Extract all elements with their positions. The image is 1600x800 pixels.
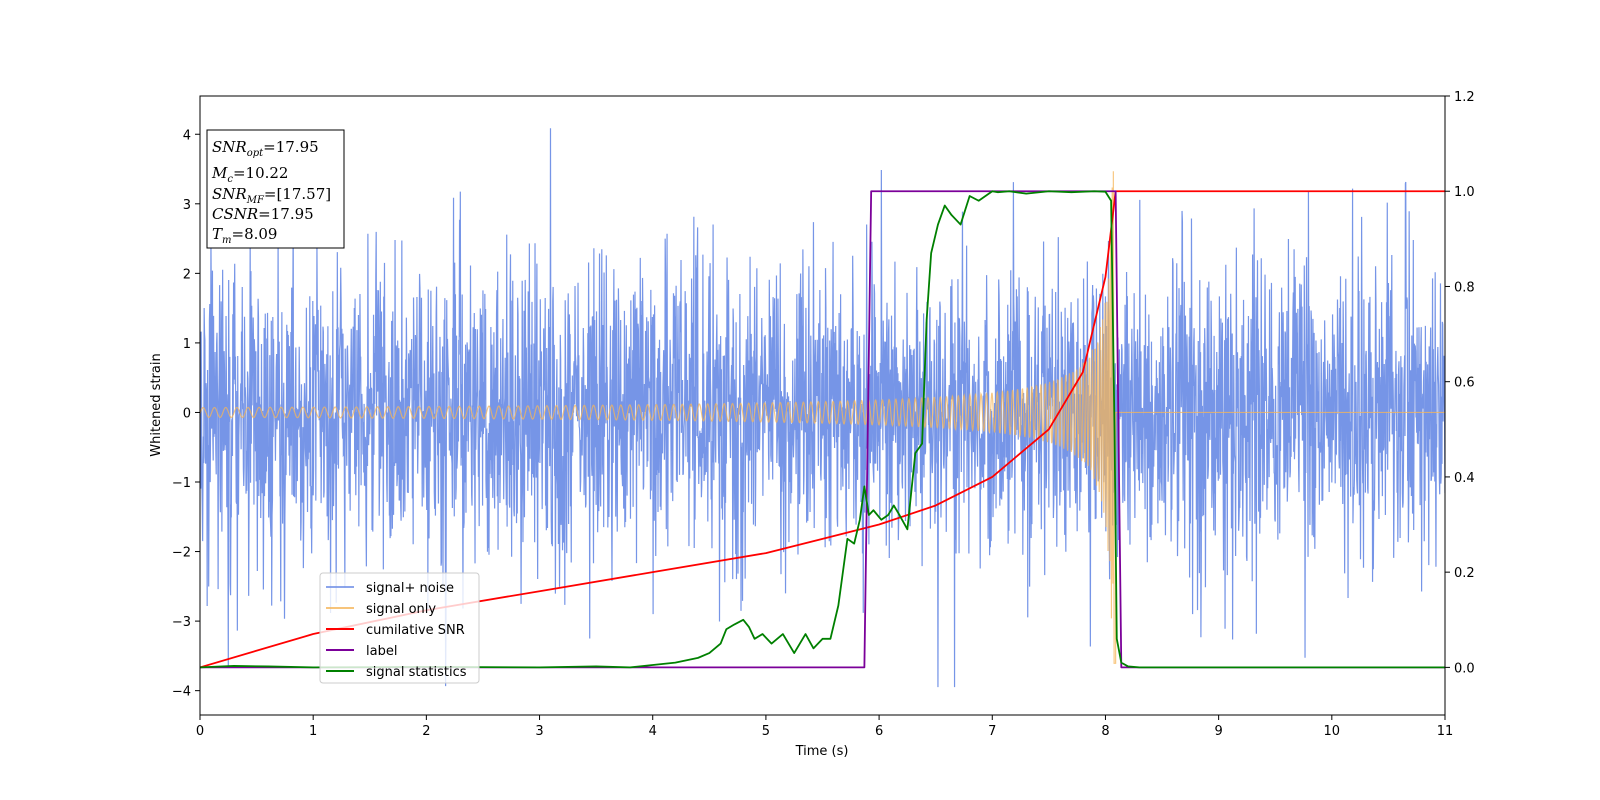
x-tick-label: 8 [1101, 724, 1109, 739]
y-axis-left: −4 −3 −2 −1 0 1 2 3 4 [172, 128, 200, 700]
legend: signal+ noise signal only cumilative SNR la… [319, 572, 480, 684]
x-axis: 0 1 2 3 4 5 6 7 8 9 10 11 [196, 715, 1453, 739]
x-tick-label: 4 [649, 724, 657, 739]
signal-noise-series [200, 128, 1445, 688]
y-left-tick-label: 3 [183, 198, 191, 213]
x-tick-label: 10 [1324, 724, 1341, 739]
y-axis-right: 0.0 0.2 0.4 0.6 0.8 1.0 1.2 [1445, 90, 1475, 676]
y-right-tick-label: 1.2 [1454, 90, 1475, 105]
y-left-tick-label: 4 [183, 128, 191, 143]
y-right-tick-label: 0.6 [1454, 376, 1475, 391]
x-tick-label: 5 [762, 724, 770, 739]
signal-only-series [200, 171, 1445, 664]
x-tick-label: 0 [196, 724, 204, 739]
y-left-tick-label: 1 [183, 337, 191, 352]
y-right-tick-label: 1.0 [1454, 185, 1475, 200]
y-left-tick-label: −3 [172, 615, 191, 630]
y-left-tick-label: 0 [183, 406, 191, 421]
y-right-tick-label: 0.8 [1454, 280, 1475, 295]
legend-label: signal statistics [366, 665, 467, 680]
plot-frame [199, 95, 1446, 716]
mc-text: Mc=10.22 [211, 164, 288, 185]
y-left-tick-label: −4 [172, 685, 191, 700]
x-tick-label: 6 [875, 724, 883, 739]
cumulative-snr-line [200, 190, 1445, 669]
y-axis-title: Whitened strain [149, 353, 164, 456]
legend-label: signal+ noise [366, 581, 454, 596]
plot-area [200, 128, 1445, 688]
x-tick-label: 11 [1437, 724, 1454, 739]
x-tick-label: 9 [1214, 724, 1222, 739]
x-tick-label: 7 [988, 724, 996, 739]
legend-box [319, 572, 480, 684]
y-right-tick-label: 0.4 [1454, 471, 1475, 486]
legend-label: signal only [366, 602, 436, 617]
y-left-tick-label: −1 [172, 476, 191, 491]
right-axis-series [200, 190, 1445, 669]
signal-only-line [200, 171, 1445, 664]
x-tick-label: 2 [422, 724, 430, 739]
x-tick-label: 3 [535, 724, 543, 739]
y-left-tick-label: −2 [172, 546, 191, 561]
signal-noise-line [200, 128, 1445, 688]
y-left-tick-label: 2 [183, 267, 191, 282]
x-axis-title: Time (s) [795, 744, 849, 759]
y-right-tick-label: 0.0 [1454, 661, 1475, 676]
snr-opt-text: SNRopt=17.95 [212, 138, 319, 159]
tm-text: Tm=8.09 [212, 225, 277, 246]
x-tick-label: 1 [309, 724, 317, 739]
legend-label: cumilative SNR [366, 623, 465, 638]
stats-annotation-box: SNRopt=17.95 Mc=10.22 SNRMF=[17.57] CSNR… [206, 129, 345, 249]
legend-label: label [366, 644, 397, 659]
csnr-text: CSNR=17.95 [212, 205, 314, 223]
snr-mf-text: SNRMF=[17.57] [212, 185, 331, 206]
y-right-tick-label: 0.2 [1454, 566, 1475, 581]
signal-statistics-line [200, 190, 1445, 669]
